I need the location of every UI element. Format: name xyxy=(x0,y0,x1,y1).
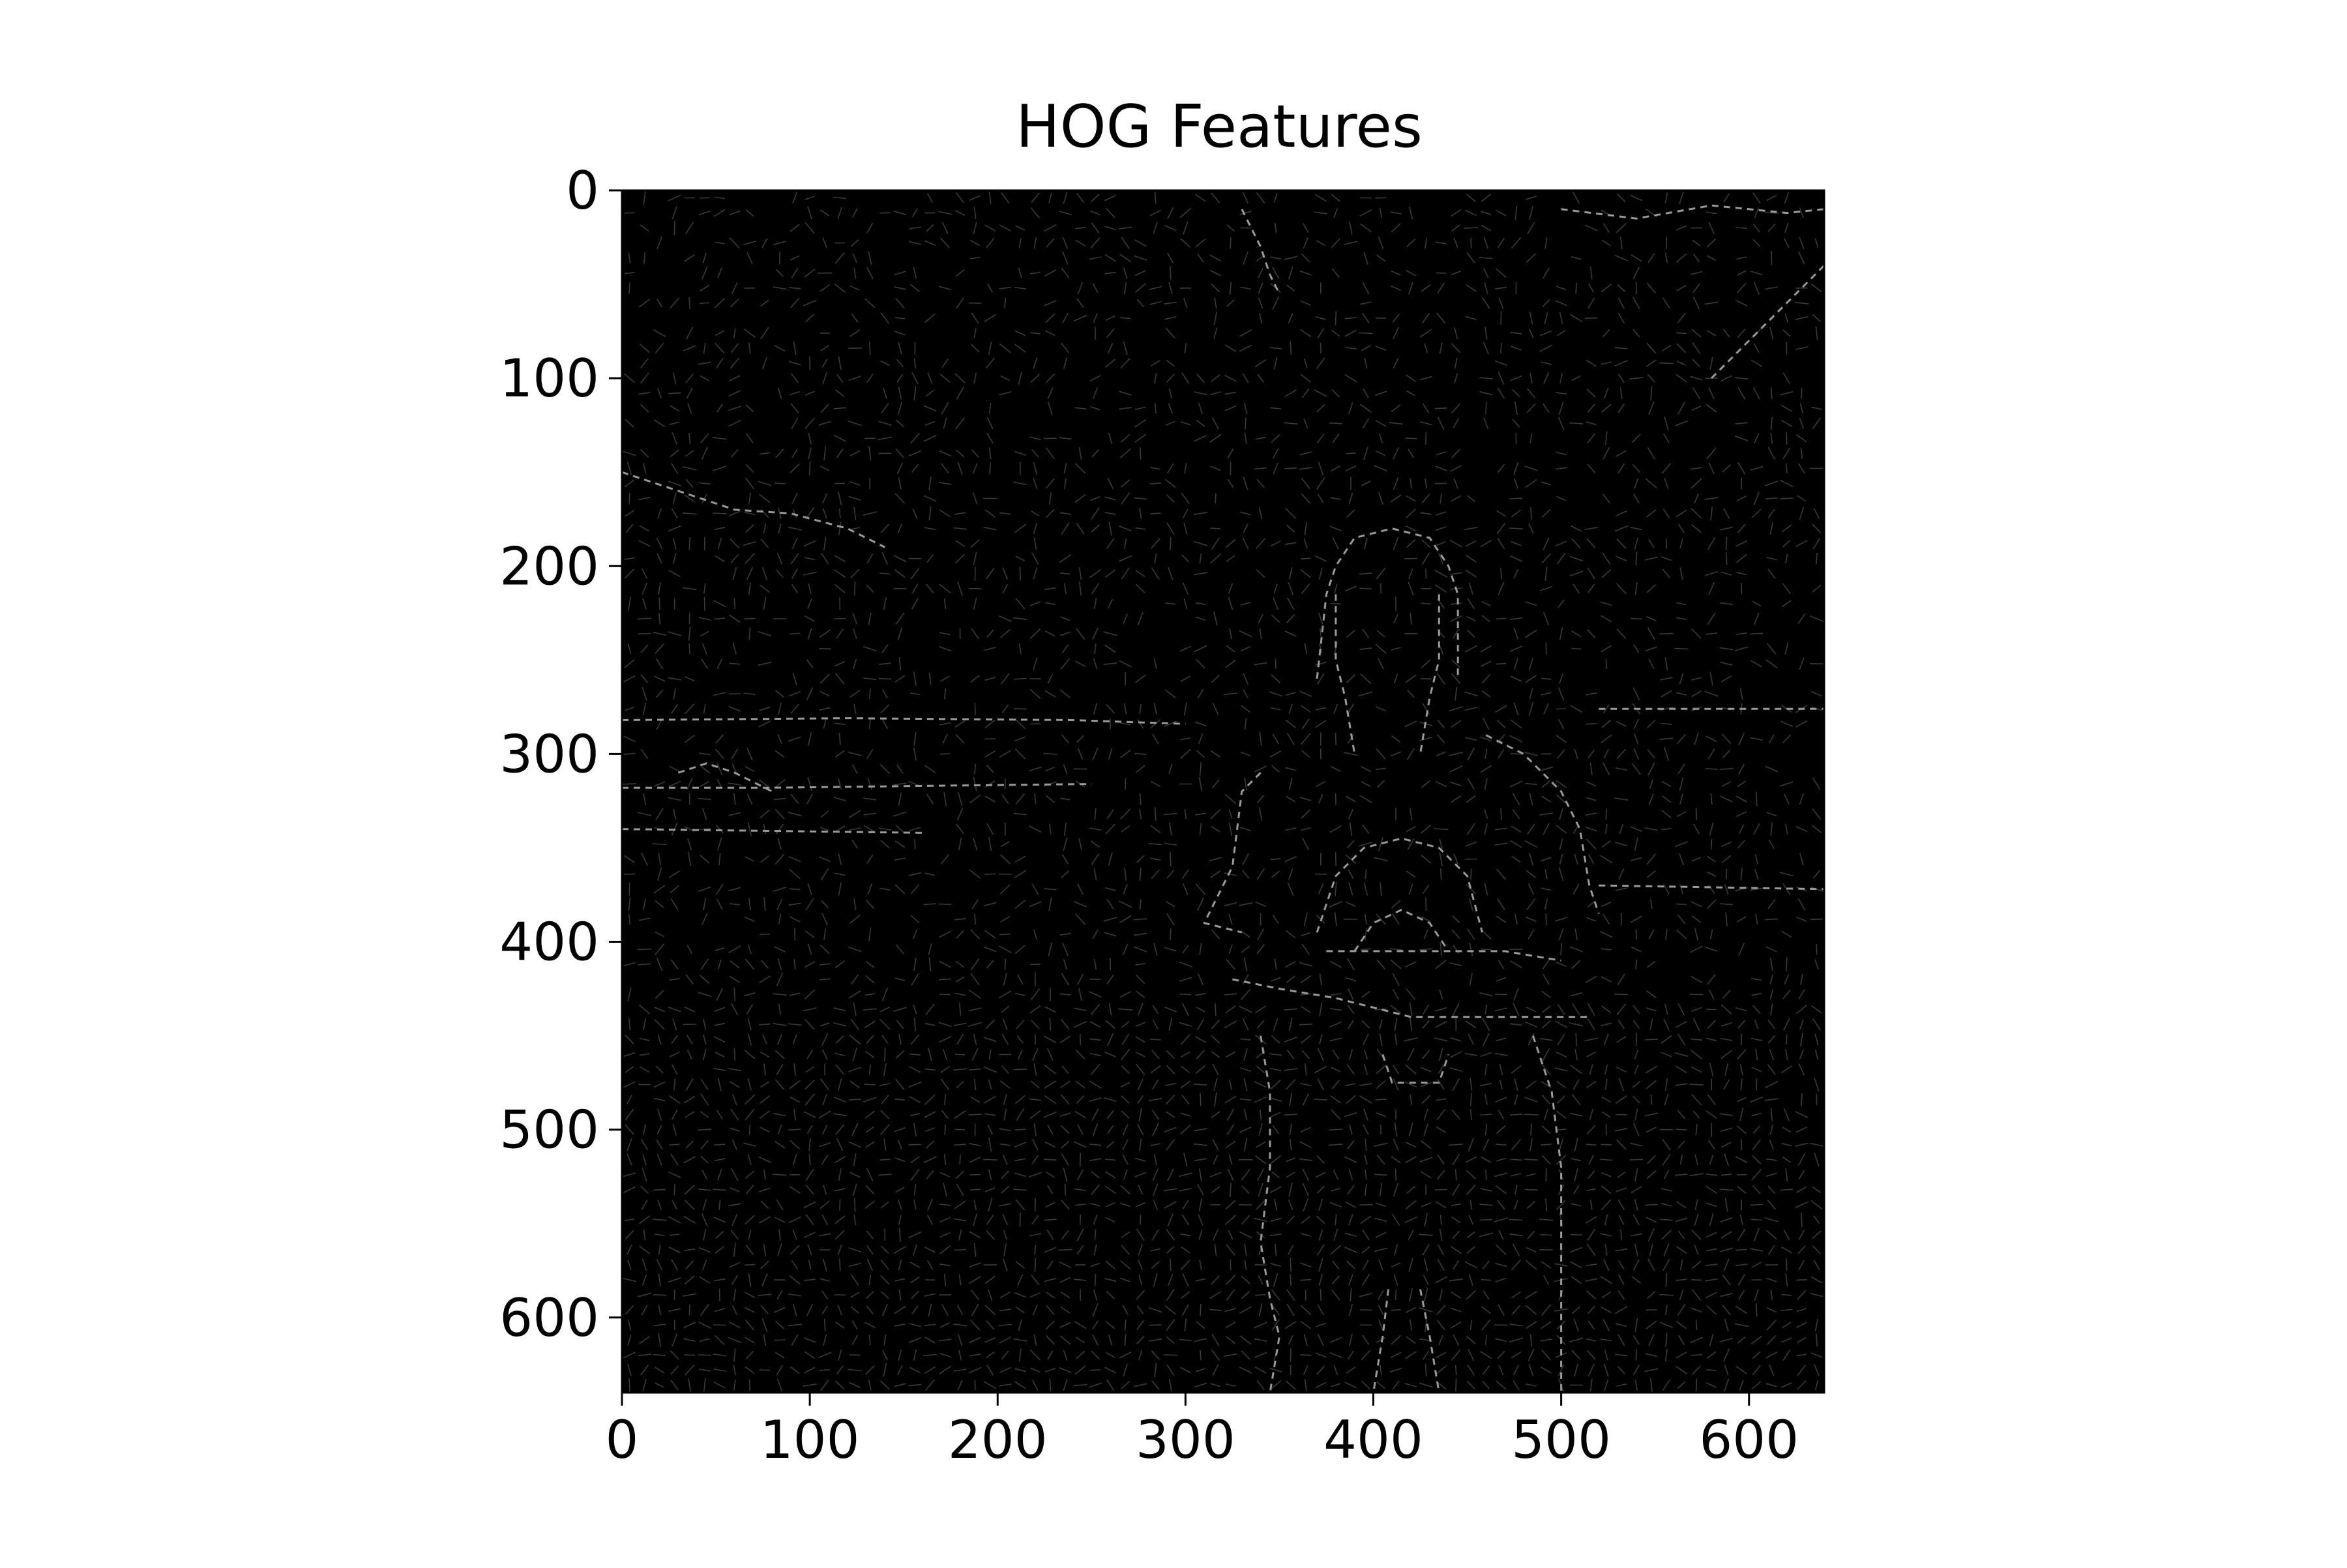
y-tick-label: 200 xyxy=(499,536,599,597)
plot-frame xyxy=(621,189,1825,1394)
hog-edge-contour-16 xyxy=(621,828,923,834)
x-tick-label: 100 xyxy=(760,1410,860,1470)
x-tick-label: 300 xyxy=(1136,1410,1235,1470)
x-tick-label: 0 xyxy=(606,1410,639,1470)
hog-cell-texture xyxy=(622,190,1824,1393)
hog-edge-contour-6 xyxy=(1353,909,1450,952)
x-tick-label: 400 xyxy=(1323,1410,1423,1470)
hog-edge-contour-22 xyxy=(1561,204,1825,220)
y-tick-label: 400 xyxy=(499,912,599,973)
hog-edge-contour-12 xyxy=(1372,1289,1390,1393)
hog-edge-contour-1 xyxy=(1335,594,1356,754)
hog-edge-contour-3 xyxy=(1203,772,1262,934)
hog-edge-contour-23 xyxy=(1241,209,1280,295)
hog-edge-contour-7 xyxy=(1326,950,1561,962)
y-tick-label: 300 xyxy=(499,724,599,784)
hog-edge-contour-13 xyxy=(1419,1289,1440,1393)
hog-edge-contour-14 xyxy=(621,717,1186,725)
hog-edge-contour-21 xyxy=(1711,265,1825,379)
y-tick-label: 100 xyxy=(499,348,599,409)
hog-edge-contour-15 xyxy=(622,783,1092,789)
hog-edge-contour-18 xyxy=(1599,884,1825,891)
hog-cell-glyphs xyxy=(622,190,1824,1393)
hog-image xyxy=(621,190,1825,1393)
hog-edge-contour-19 xyxy=(677,762,773,793)
x-axis: 0 100 200 300 400 500 600 xyxy=(606,1393,1799,1470)
y-tick-label: 600 xyxy=(499,1288,599,1348)
hog-edge-contour-10 xyxy=(1531,1035,1563,1393)
x-tick-label: 600 xyxy=(1699,1410,1799,1470)
hog-edge-contour-20 xyxy=(621,471,886,548)
y-axis: 0 100 200 300 400 500 600 xyxy=(499,160,622,1348)
y-tick-label: 0 xyxy=(566,160,599,221)
x-tick-label: 200 xyxy=(948,1410,1048,1470)
y-tick-label: 500 xyxy=(499,1100,599,1161)
hog-edge-contour-0 xyxy=(1316,527,1459,679)
chart-title: HOG Features xyxy=(1016,93,1423,161)
x-tick-label: 500 xyxy=(1511,1410,1611,1470)
hog-background xyxy=(622,190,1824,1393)
hog-edge-contour-11 xyxy=(1381,1054,1450,1084)
hog-edge-contour-5 xyxy=(1316,837,1484,933)
hog-edge-contour-2 xyxy=(1419,594,1440,754)
hog-edge-contour-8 xyxy=(1232,978,1589,1018)
